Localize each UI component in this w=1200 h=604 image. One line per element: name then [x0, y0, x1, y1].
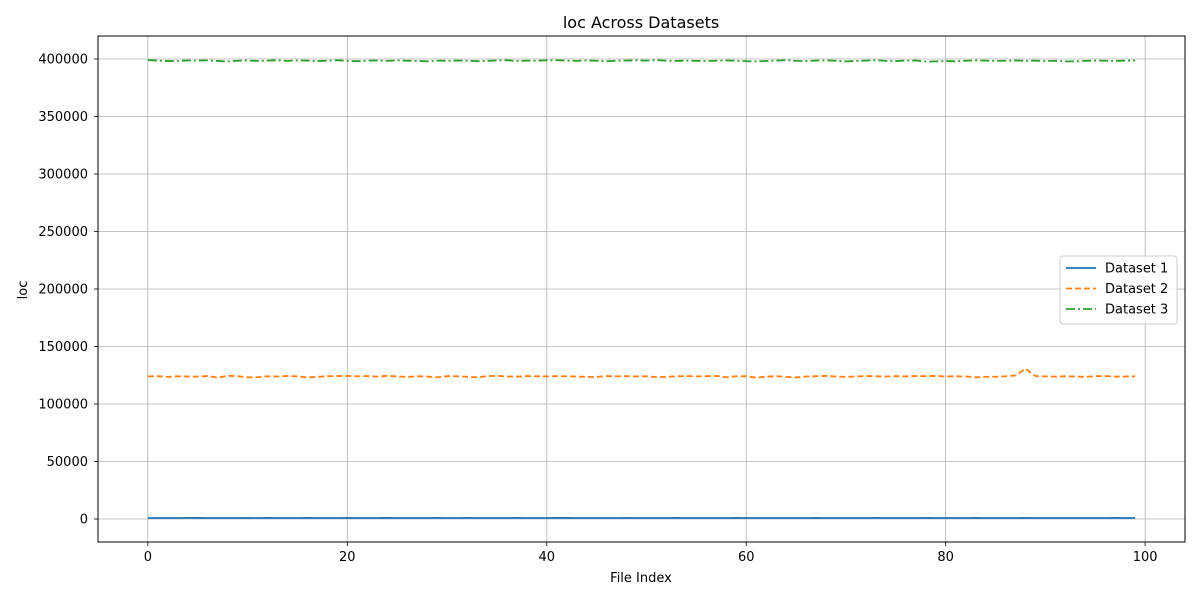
y-tick-label: 350000 [38, 110, 88, 125]
legend-label: Dataset 1 [1105, 262, 1168, 277]
x-axis-label: File Index [610, 571, 672, 586]
legend: Dataset 1 Dataset 2 Dataset 3 [1060, 256, 1177, 324]
x-tick-label: 100 [1133, 550, 1158, 565]
y-tick-label: 0 [80, 513, 88, 528]
chart-title: loc Across Datasets [563, 13, 719, 32]
legend-label: Dataset 3 [1105, 303, 1168, 318]
series-line-3 [148, 60, 1135, 61]
y-axis-label: loc [16, 281, 31, 300]
x-tick-label: 20 [339, 550, 356, 565]
x-tick-label: 0 [144, 550, 152, 565]
legend-label: Dataset 2 [1105, 282, 1168, 297]
x-tick-label: 40 [538, 550, 555, 565]
y-tick-label: 400000 [38, 53, 88, 68]
x-tick-label: 60 [738, 550, 755, 565]
x-tick-label: 80 [937, 550, 954, 565]
y-tick-label: 250000 [38, 225, 88, 240]
y-tick-label: 150000 [38, 340, 88, 355]
y-tick-label: 50000 [47, 455, 88, 470]
y-tick-label: 200000 [38, 283, 88, 298]
y-tick-label: 100000 [38, 398, 88, 413]
y-tick-label: 300000 [38, 168, 88, 183]
